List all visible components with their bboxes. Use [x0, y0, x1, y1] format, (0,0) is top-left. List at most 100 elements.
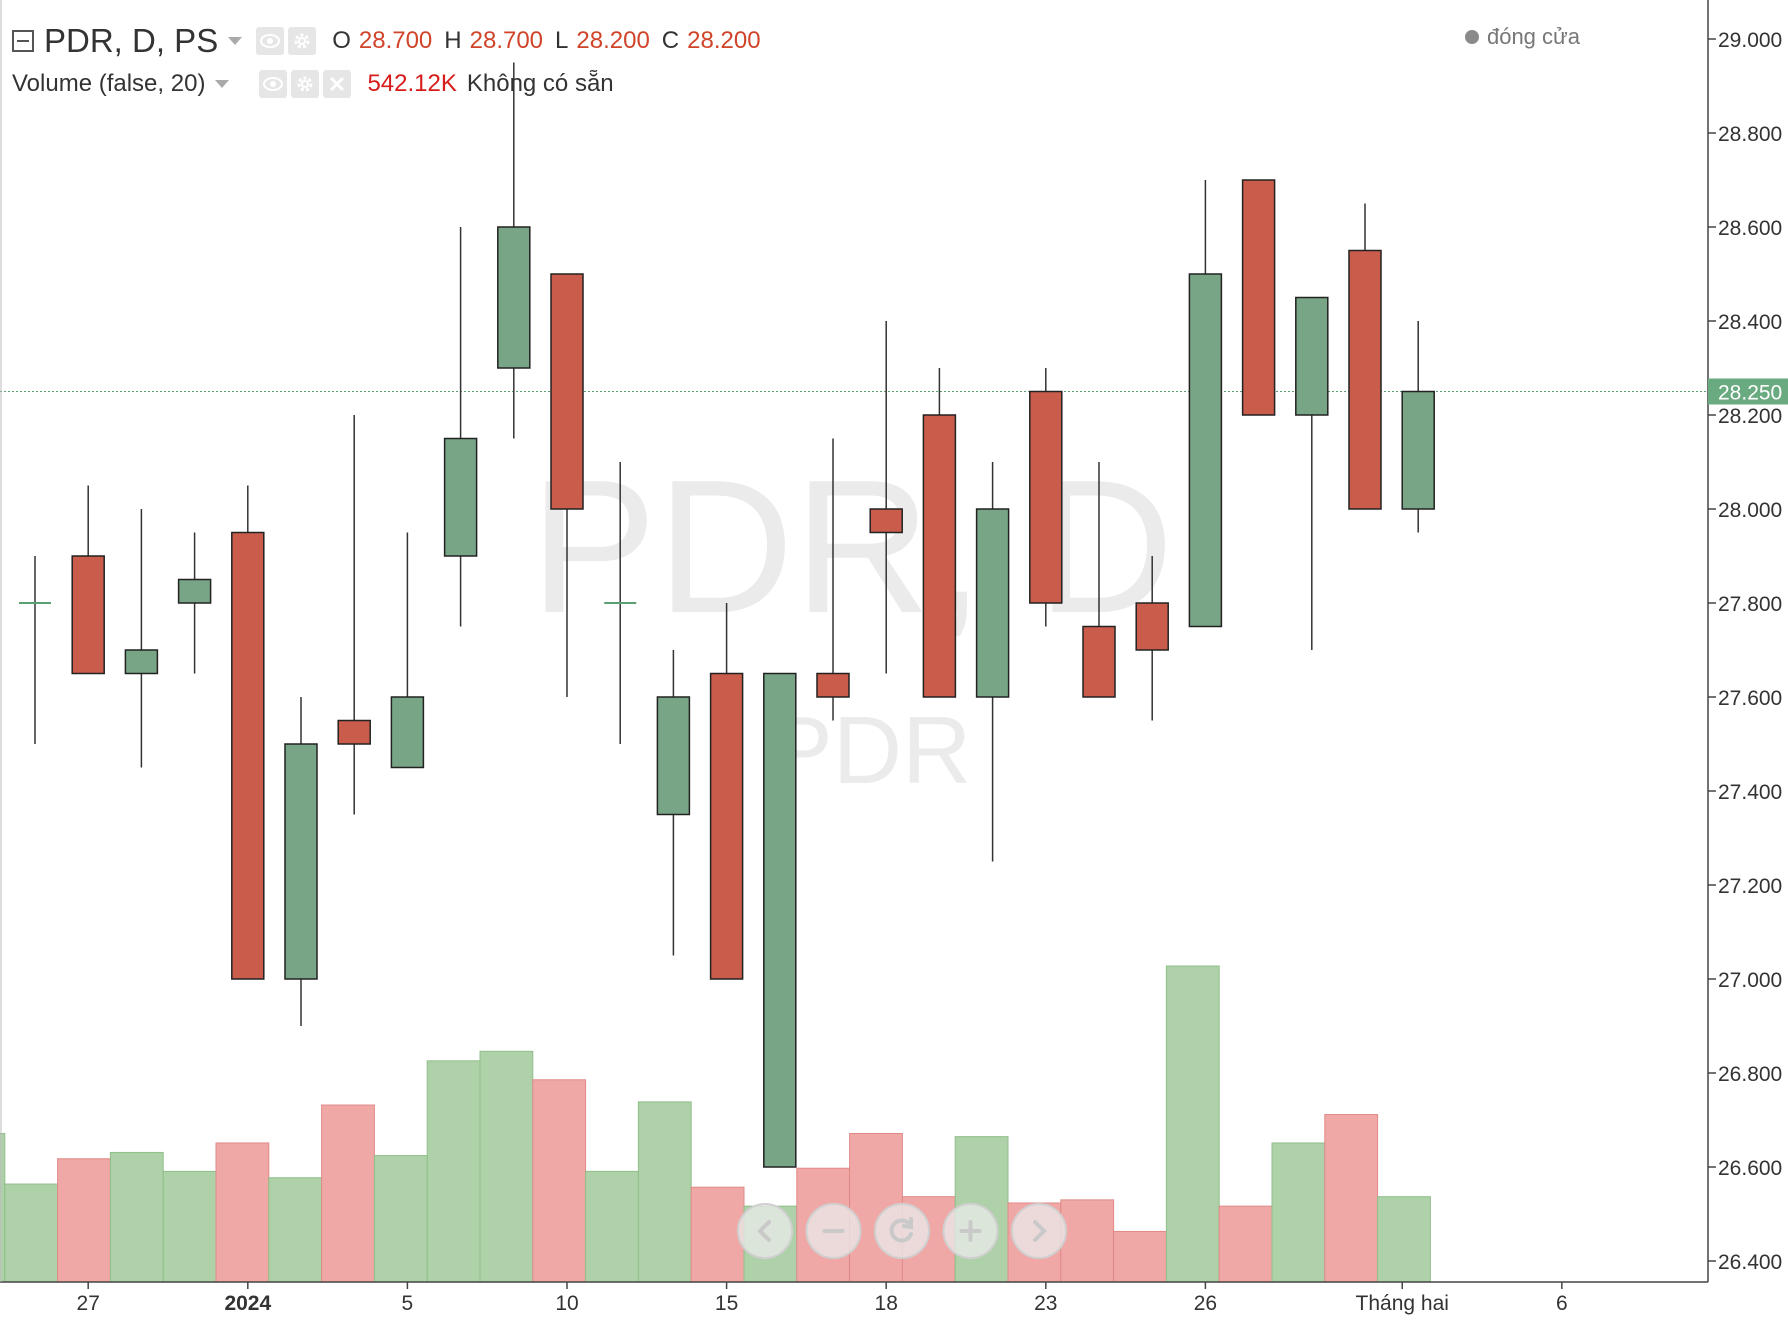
chevron-right-icon — [1033, 1220, 1047, 1242]
volume-bar — [1324, 1114, 1379, 1283]
volume-bar — [1271, 1142, 1326, 1283]
y-tick-label: 27.800 — [1718, 593, 1782, 616]
volume-gear-icon[interactable] — [291, 70, 320, 98]
volume-bar — [479, 1050, 534, 1283]
watermark-sub: PDR — [769, 697, 972, 804]
navigation-controls — [737, 1203, 1067, 1259]
volume-bar — [57, 1158, 111, 1283]
candle-body-down — [231, 531, 265, 980]
candle-body-down — [550, 273, 584, 510]
candle — [390, 532, 425, 769]
close-icon[interactable] — [323, 70, 352, 98]
candle — [1295, 296, 1329, 650]
candle — [604, 462, 637, 744]
close-value: 28.200 — [687, 27, 761, 54]
minus-button[interactable] — [805, 1203, 862, 1259]
candle — [1082, 462, 1116, 698]
candle — [1401, 321, 1435, 533]
x-tick-label: Tháng hai — [1356, 1292, 1449, 1315]
candle-body-down — [816, 672, 850, 698]
gear-icon[interactable] — [288, 27, 317, 55]
volume-bar — [532, 1079, 587, 1283]
volume-bar — [4, 1183, 59, 1283]
volume-bar — [426, 1060, 481, 1283]
candle-body-down — [1082, 625, 1116, 698]
candle-body-up — [1295, 296, 1329, 416]
eye-icon[interactable] — [256, 27, 285, 55]
y-tick-label: 28.000 — [1718, 499, 1782, 522]
candle-body-up — [177, 578, 212, 604]
y-tick-label: 28.800 — [1718, 123, 1782, 146]
last-price-label: 28.250 — [1718, 382, 1782, 405]
x-tick-label: 27 — [77, 1292, 100, 1315]
candle — [550, 273, 584, 697]
candle — [19, 556, 51, 744]
last-price-badge-bg — [1708, 378, 1788, 405]
y-tick-label: 29.000 — [1718, 29, 1782, 52]
y-tick-label: 28.600 — [1718, 217, 1782, 240]
x-tick-label: 2024 — [224, 1292, 271, 1315]
candle — [1188, 180, 1223, 628]
candle-body-up — [124, 649, 159, 675]
plus-button[interactable] — [942, 1203, 999, 1259]
chevron-left-icon — [757, 1220, 771, 1242]
reset-button[interactable] — [874, 1203, 930, 1259]
volume-title[interactable]: Volume (false, 20) — [12, 70, 206, 97]
nav-button-bg[interactable] — [1011, 1203, 1067, 1259]
volume-bar — [321, 1104, 375, 1283]
volume-bars — [0, 965, 1431, 1283]
volume-dropdown-icon[interactable] — [215, 80, 230, 88]
candle — [816, 438, 850, 721]
collapse-icon[interactable] — [12, 30, 34, 52]
candle — [869, 321, 903, 674]
volume-bar — [585, 1170, 639, 1283]
chevron-left-button[interactable] — [737, 1203, 793, 1259]
open-value: 28.700 — [358, 27, 433, 54]
nav-button-bg[interactable] — [737, 1203, 793, 1259]
y-tick-label: 26.600 — [1718, 1157, 1782, 1180]
series-legend-row: PDR, D, PS O 28.700 H 28.700 L 28.200 C … — [12, 18, 761, 64]
candle-body-down — [922, 414, 957, 698]
volume-eye-icon[interactable] — [259, 70, 288, 98]
candle — [656, 650, 691, 956]
high-value: 28.700 — [469, 27, 544, 54]
series-dropdown-icon[interactable] — [228, 37, 243, 45]
candle-body-down — [71, 555, 105, 675]
candle-body-down — [1241, 179, 1276, 416]
candle — [124, 509, 159, 768]
reset-icon — [889, 1217, 913, 1243]
candle-body-down — [709, 672, 744, 980]
volume-bar — [215, 1142, 270, 1283]
x-tick-label: 15 — [715, 1292, 738, 1315]
candle-body-up — [497, 226, 531, 369]
y-tick-label: 26.400 — [1718, 1251, 1782, 1274]
open-label: O — [332, 27, 351, 54]
x-tick-label: 26 — [1194, 1292, 1217, 1315]
candles — [19, 62, 1435, 1168]
low-value: 28.200 — [576, 27, 650, 54]
y-tick-label: 27.200 — [1718, 875, 1782, 898]
candle — [1029, 368, 1063, 627]
plus-icon — [959, 1220, 982, 1242]
volume-unavailable: Không có sẵn — [466, 70, 614, 97]
candle — [443, 227, 478, 627]
candle — [337, 415, 371, 815]
low-label: L — [555, 27, 569, 54]
candle — [1135, 556, 1169, 721]
candle-body-down — [1348, 249, 1382, 510]
x-axis: 27 2024 5 10 15 18 23 26 Tháng hai 6 — [0, 0, 1708, 1315]
y-tick-label: 28.400 — [1718, 311, 1782, 334]
x-tick-label: 5 — [402, 1292, 414, 1315]
candle-body-up — [1401, 390, 1435, 510]
candle — [922, 368, 957, 698]
volume-bar — [373, 1155, 428, 1283]
chevron-right-button[interactable] — [1011, 1203, 1067, 1259]
candle — [975, 462, 1010, 862]
candle-body-up — [390, 696, 425, 769]
volume-bar — [637, 1101, 692, 1283]
candle-body-down — [1029, 390, 1063, 604]
candle-body-down — [337, 719, 371, 745]
nav-button-bg[interactable] — [874, 1203, 930, 1259]
series-title[interactable]: PDR, D, PS — [44, 22, 219, 59]
